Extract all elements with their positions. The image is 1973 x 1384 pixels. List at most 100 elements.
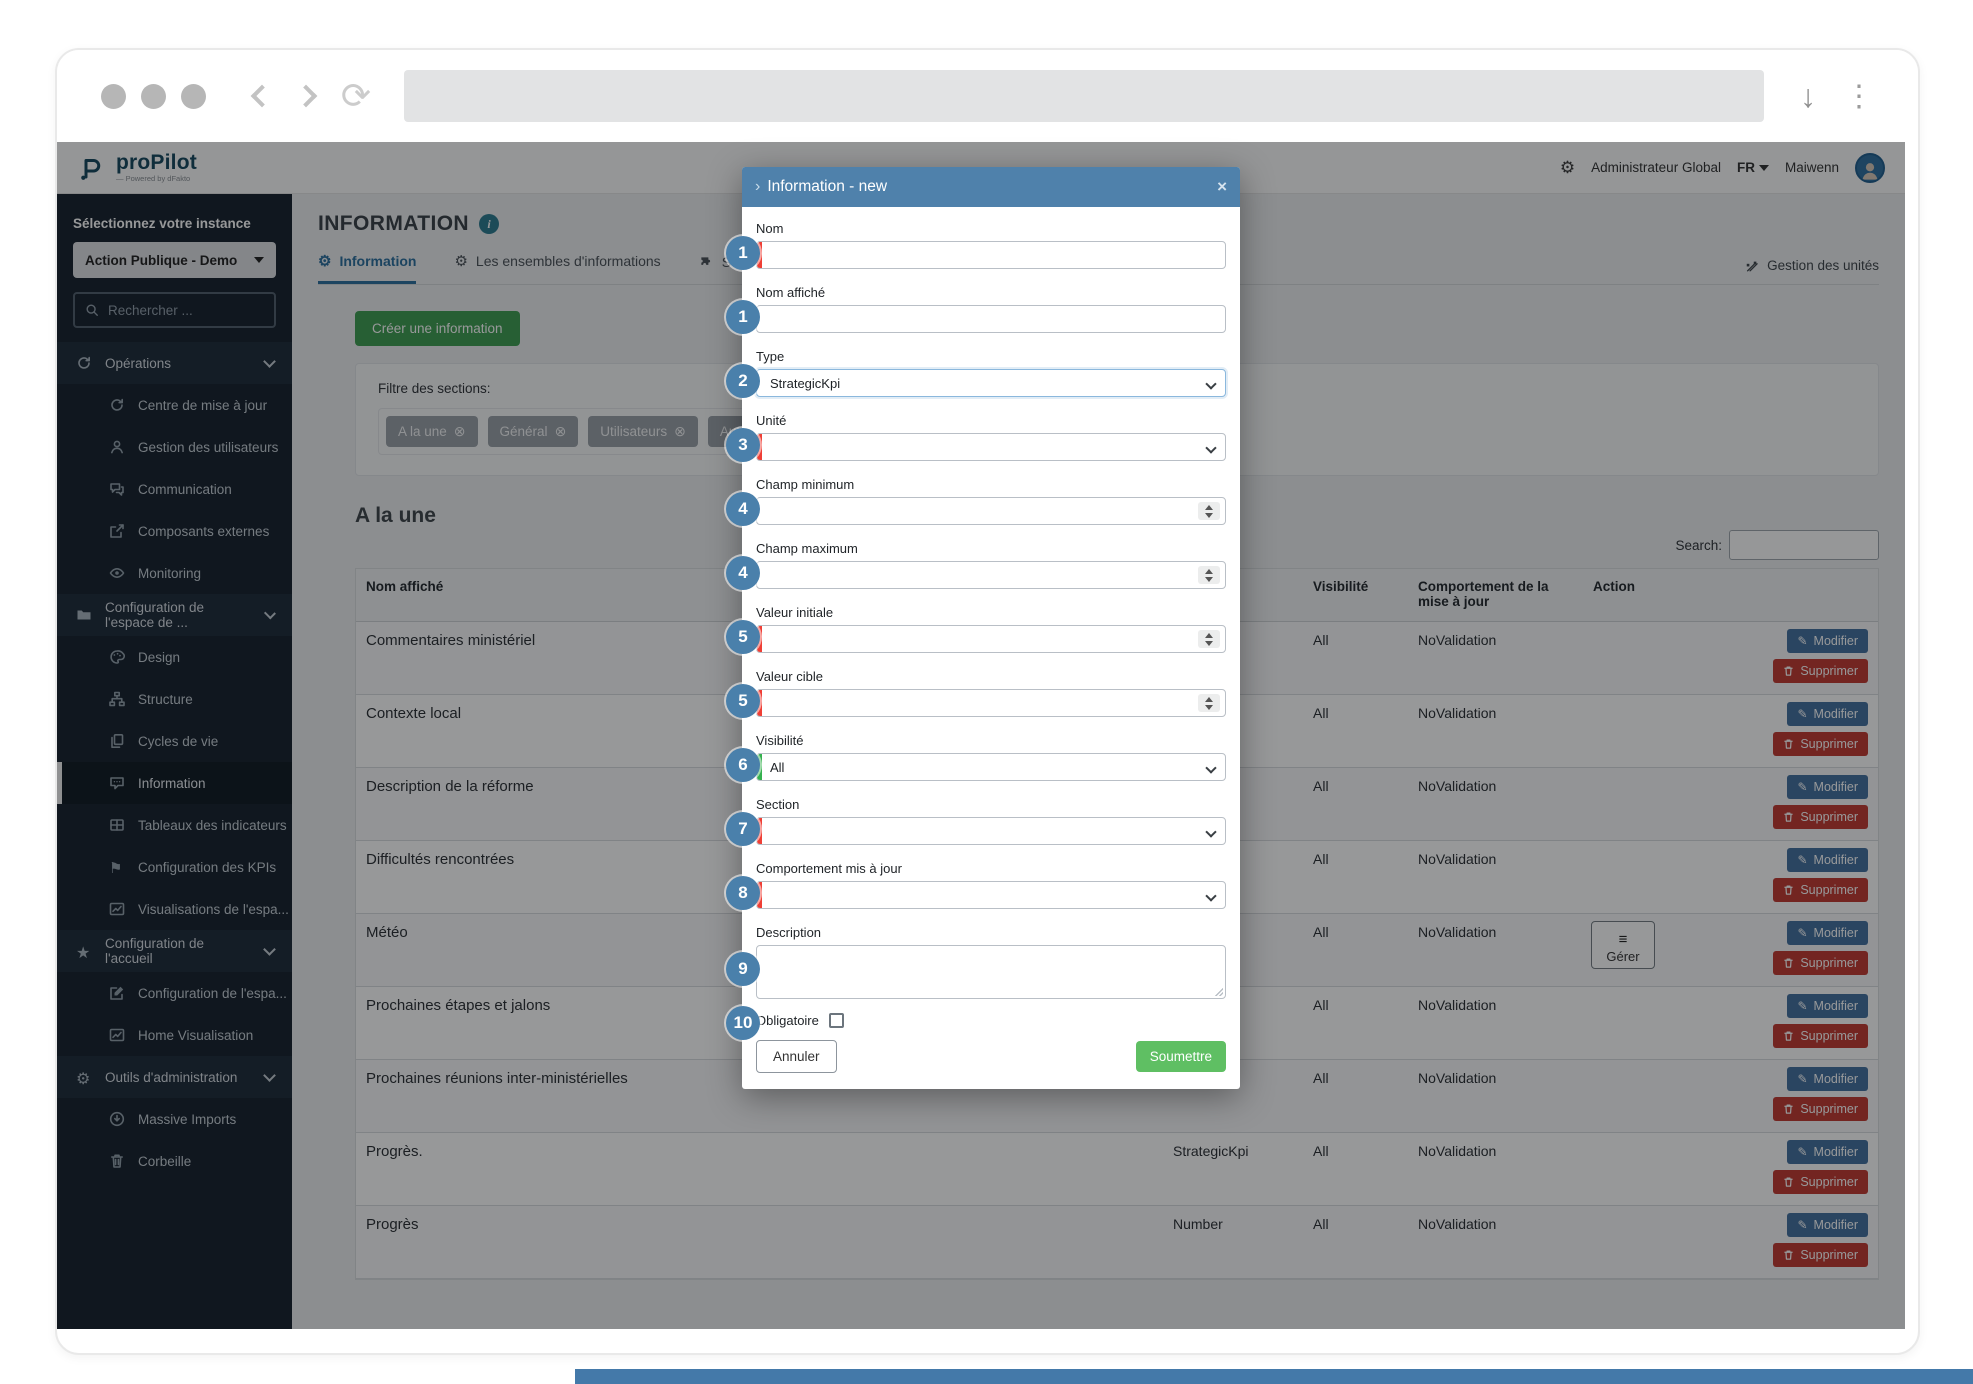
- window-dot[interactable]: [181, 83, 206, 109]
- number-stepper[interactable]: [1198, 502, 1220, 520]
- modify-button[interactable]: ✎ Modifier: [1787, 1067, 1868, 1091]
- number-stepper[interactable]: [1198, 694, 1220, 712]
- delete-button[interactable]: Supprimer: [1773, 951, 1868, 975]
- field-label-nom: Nom: [756, 221, 784, 236]
- sidebar-item-massive-imports[interactable]: Massive Imports: [57, 1098, 292, 1140]
- champ-maximum-input[interactable]: [756, 561, 1226, 589]
- delete-button[interactable]: Supprimer: [1773, 732, 1868, 756]
- sidebar-item-structure[interactable]: Structure: [57, 678, 292, 720]
- visibilite-select[interactable]: All: [756, 753, 1226, 781]
- close-icon[interactable]: ×: [1217, 177, 1227, 196]
- sidebar-item-communication[interactable]: Communication: [57, 468, 292, 510]
- valeur-initiale-input[interactable]: [756, 625, 1226, 653]
- filter-chip[interactable]: Général ⊗: [487, 416, 579, 447]
- url-bar[interactable]: [404, 70, 1764, 122]
- type-select[interactable]: StrategicKpi: [756, 369, 1226, 397]
- delete-button[interactable]: Supprimer: [1773, 805, 1868, 829]
- nom-input[interactable]: [756, 241, 1226, 269]
- window-dot[interactable]: [141, 83, 166, 109]
- brand[interactable]: proPilot — Powered by dFakto: [77, 152, 197, 183]
- modify-button[interactable]: ✎ Modifier: [1787, 629, 1868, 653]
- modify-button[interactable]: ✎ Modifier: [1787, 702, 1868, 726]
- settings-gear-icon[interactable]: ⚙: [1559, 157, 1576, 177]
- manage-units-link[interactable]: Gestion des unités: [1745, 258, 1879, 284]
- sidebar-item-visualisations-espace[interactable]: Visualisations de l'espa...: [57, 888, 292, 930]
- refresh-button[interactable]: ⟳: [334, 74, 378, 118]
- back-button[interactable]: [240, 74, 284, 118]
- sidebar-item-information[interactable]: Information: [57, 762, 292, 804]
- info-icon[interactable]: i: [479, 214, 499, 234]
- chevron-down-icon: [254, 257, 264, 263]
- submit-button[interactable]: Soumettre: [1135, 1041, 1226, 1072]
- delete-button[interactable]: Supprimer: [1773, 878, 1868, 902]
- sidebar-item-home-visualisation[interactable]: Home Visualisation: [57, 1014, 292, 1056]
- number-stepper[interactable]: [1198, 630, 1220, 648]
- sidebar-item-design[interactable]: Design: [57, 636, 292, 678]
- delete-button[interactable]: Supprimer: [1773, 1243, 1868, 1267]
- obligatoire-checkbox[interactable]: [828, 1013, 844, 1028]
- avatar[interactable]: [1855, 152, 1885, 183]
- sidebar-item-cycles-de-vie[interactable]: Cycles de vie: [57, 720, 292, 762]
- field-label-champ-maximum: Champ maximum: [756, 541, 858, 556]
- instance-label: Sélectionnez votre instance: [73, 216, 251, 231]
- sidebar-item-monitoring[interactable]: Monitoring: [57, 552, 292, 594]
- create-information-button[interactable]: Créer une information: [355, 311, 520, 346]
- champ-minimum-input[interactable]: [756, 497, 1226, 525]
- modify-button[interactable]: ✎ Modifier: [1787, 921, 1868, 945]
- tab-ensembles-informations[interactable]: ⚙ Les ensembles d'informations: [454, 253, 661, 270]
- forward-button[interactable]: [284, 74, 328, 118]
- manage-button[interactable]: ≡ Gérer: [1591, 921, 1655, 969]
- window-dot[interactable]: [101, 83, 126, 109]
- table-search-input[interactable]: [1729, 530, 1879, 560]
- browser-toolbar: ⟳ ↓ ⋮: [57, 50, 1918, 142]
- sidebar-search-input[interactable]: Rechercher ...: [73, 292, 276, 328]
- sidebar-item-outils-administration[interactable]: ⚙ Outils d'administration: [57, 1056, 292, 1098]
- filter-chip[interactable]: A la une ⊗: [386, 416, 478, 447]
- user-role[interactable]: Administrateur Global: [1591, 160, 1721, 175]
- delete-button[interactable]: Supprimer: [1773, 1024, 1868, 1048]
- unite-select[interactable]: [756, 433, 1226, 461]
- description-textarea[interactable]: [756, 945, 1226, 999]
- download-icon[interactable]: ↓: [1800, 77, 1816, 114]
- field-label-obligatoire: Obligatoire: [756, 1013, 819, 1028]
- browser-window: ⟳ ↓ ⋮ proPilot — Powered by dFakto ⚙ Adm…: [55, 48, 1920, 1355]
- instance-select[interactable]: Action Publique - Demo: [73, 242, 276, 278]
- modify-button[interactable]: ✎ Modifier: [1787, 1140, 1868, 1164]
- modify-button[interactable]: ✎ Modifier: [1787, 848, 1868, 872]
- modify-button[interactable]: ✎ Modifier: [1787, 1213, 1868, 1237]
- section-select[interactable]: [756, 817, 1226, 845]
- sidebar-item-configuration-accueil[interactable]: ★ Configuration de l'accueil: [57, 930, 292, 972]
- remove-chip-icon[interactable]: ⊗: [674, 423, 686, 439]
- delete-button[interactable]: Supprimer: [1773, 659, 1868, 683]
- user-name[interactable]: Maiwenn: [1784, 160, 1839, 175]
- kebab-menu-icon[interactable]: ⋮: [1844, 79, 1874, 113]
- filter-chip[interactable]: Utilisateurs ⊗: [588, 416, 698, 447]
- sidebar-item-configuration-espace-accueil[interactable]: Configuration de l'espa...: [57, 972, 292, 1014]
- sidebar-item-configuration-kpis[interactable]: ⚑ Configuration des KPIs: [109, 859, 277, 878]
- filter-label: Filtre des sections:: [378, 381, 491, 396]
- delete-button[interactable]: Supprimer: [1773, 1170, 1868, 1194]
- modify-button[interactable]: ✎ Modifier: [1787, 994, 1868, 1018]
- valeur-cible-input[interactable]: [756, 689, 1226, 717]
- field-label-nom-affiche: Nom affiché: [756, 285, 826, 300]
- comportement-select[interactable]: [756, 881, 1226, 909]
- nom-affiche-input[interactable]: [756, 305, 1226, 333]
- sidebar-item-composants-externes[interactable]: Composants externes: [57, 510, 292, 552]
- annotation-badge: 5: [726, 684, 760, 718]
- sidebar-item-tableaux-indicateurs[interactable]: Tableaux des indicateurs: [57, 804, 292, 846]
- annotation-badge: 10: [726, 1006, 760, 1040]
- refresh-icon: ⟳: [340, 75, 372, 116]
- tab-information[interactable]: ⚙ Information: [318, 252, 417, 284]
- sidebar-item-configuration-espace[interactable]: Configuration de l'espace de ...: [57, 594, 292, 636]
- sidebar-item-operations[interactable]: Opérations: [57, 342, 292, 384]
- sidebar-item-corbeille[interactable]: Corbeille: [57, 1140, 292, 1182]
- remove-chip-icon[interactable]: ⊗: [554, 423, 567, 439]
- number-stepper[interactable]: [1198, 566, 1220, 584]
- sidebar-item-centre-mise-a-jour[interactable]: Centre de mise à jour: [57, 384, 292, 426]
- cancel-button[interactable]: Annuler: [756, 1040, 837, 1073]
- sidebar-item-gestion-utilisateurs[interactable]: Gestion des utilisateurs: [57, 426, 292, 468]
- delete-button[interactable]: Supprimer: [1773, 1097, 1868, 1121]
- remove-chip-icon[interactable]: ⊗: [453, 423, 466, 439]
- language-selector[interactable]: FR: [1737, 160, 1769, 175]
- modify-button[interactable]: ✎ Modifier: [1787, 775, 1868, 799]
